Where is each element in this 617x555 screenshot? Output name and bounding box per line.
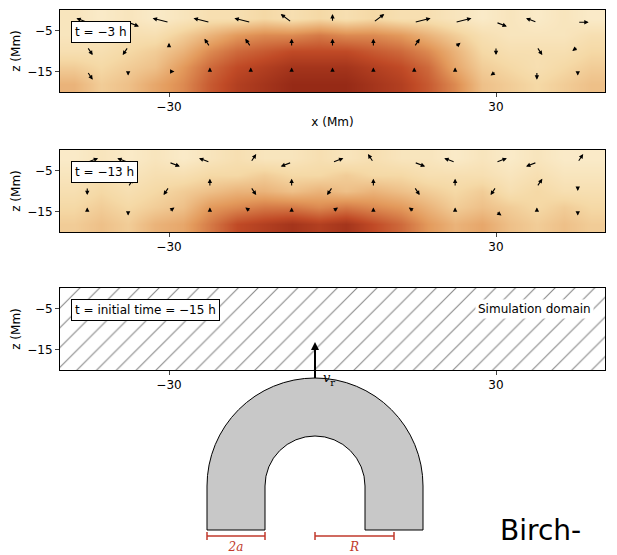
- svg-text:z (Mm): z (Mm): [9, 308, 23, 350]
- svg-text:−15: −15: [27, 343, 52, 357]
- svg-text:−5: −5: [35, 164, 53, 178]
- svg-text:t = −3 h: t = −3 h: [75, 25, 127, 39]
- svg-text:z (Mm): z (Mm): [9, 170, 23, 212]
- svg-text:2a: 2a: [228, 540, 244, 554]
- svg-text:30: 30: [488, 100, 503, 114]
- svg-text:Simulation domain: Simulation domain: [478, 302, 591, 316]
- svg-text:−5: −5: [35, 302, 53, 316]
- svg-text:−15: −15: [27, 65, 52, 79]
- svg-text:Birch-: Birch-: [500, 514, 581, 547]
- svg-text:x (Mm): x (Mm): [311, 115, 353, 129]
- svg-text:z (Mm): z (Mm): [9, 30, 23, 72]
- svg-text:t = initial time = −15 h: t = initial time = −15 h: [75, 303, 216, 317]
- svg-text:vr: vr: [323, 370, 335, 388]
- svg-text:30: 30: [488, 240, 503, 254]
- svg-text:−30: −30: [156, 378, 181, 392]
- svg-text:30: 30: [488, 378, 503, 392]
- svg-text:−5: −5: [35, 24, 53, 38]
- svg-text:t = −13 h: t = −13 h: [75, 165, 134, 179]
- svg-text:R: R: [349, 540, 359, 554]
- svg-text:−15: −15: [27, 205, 52, 219]
- svg-text:−30: −30: [156, 100, 181, 114]
- svg-text:−30: −30: [156, 240, 181, 254]
